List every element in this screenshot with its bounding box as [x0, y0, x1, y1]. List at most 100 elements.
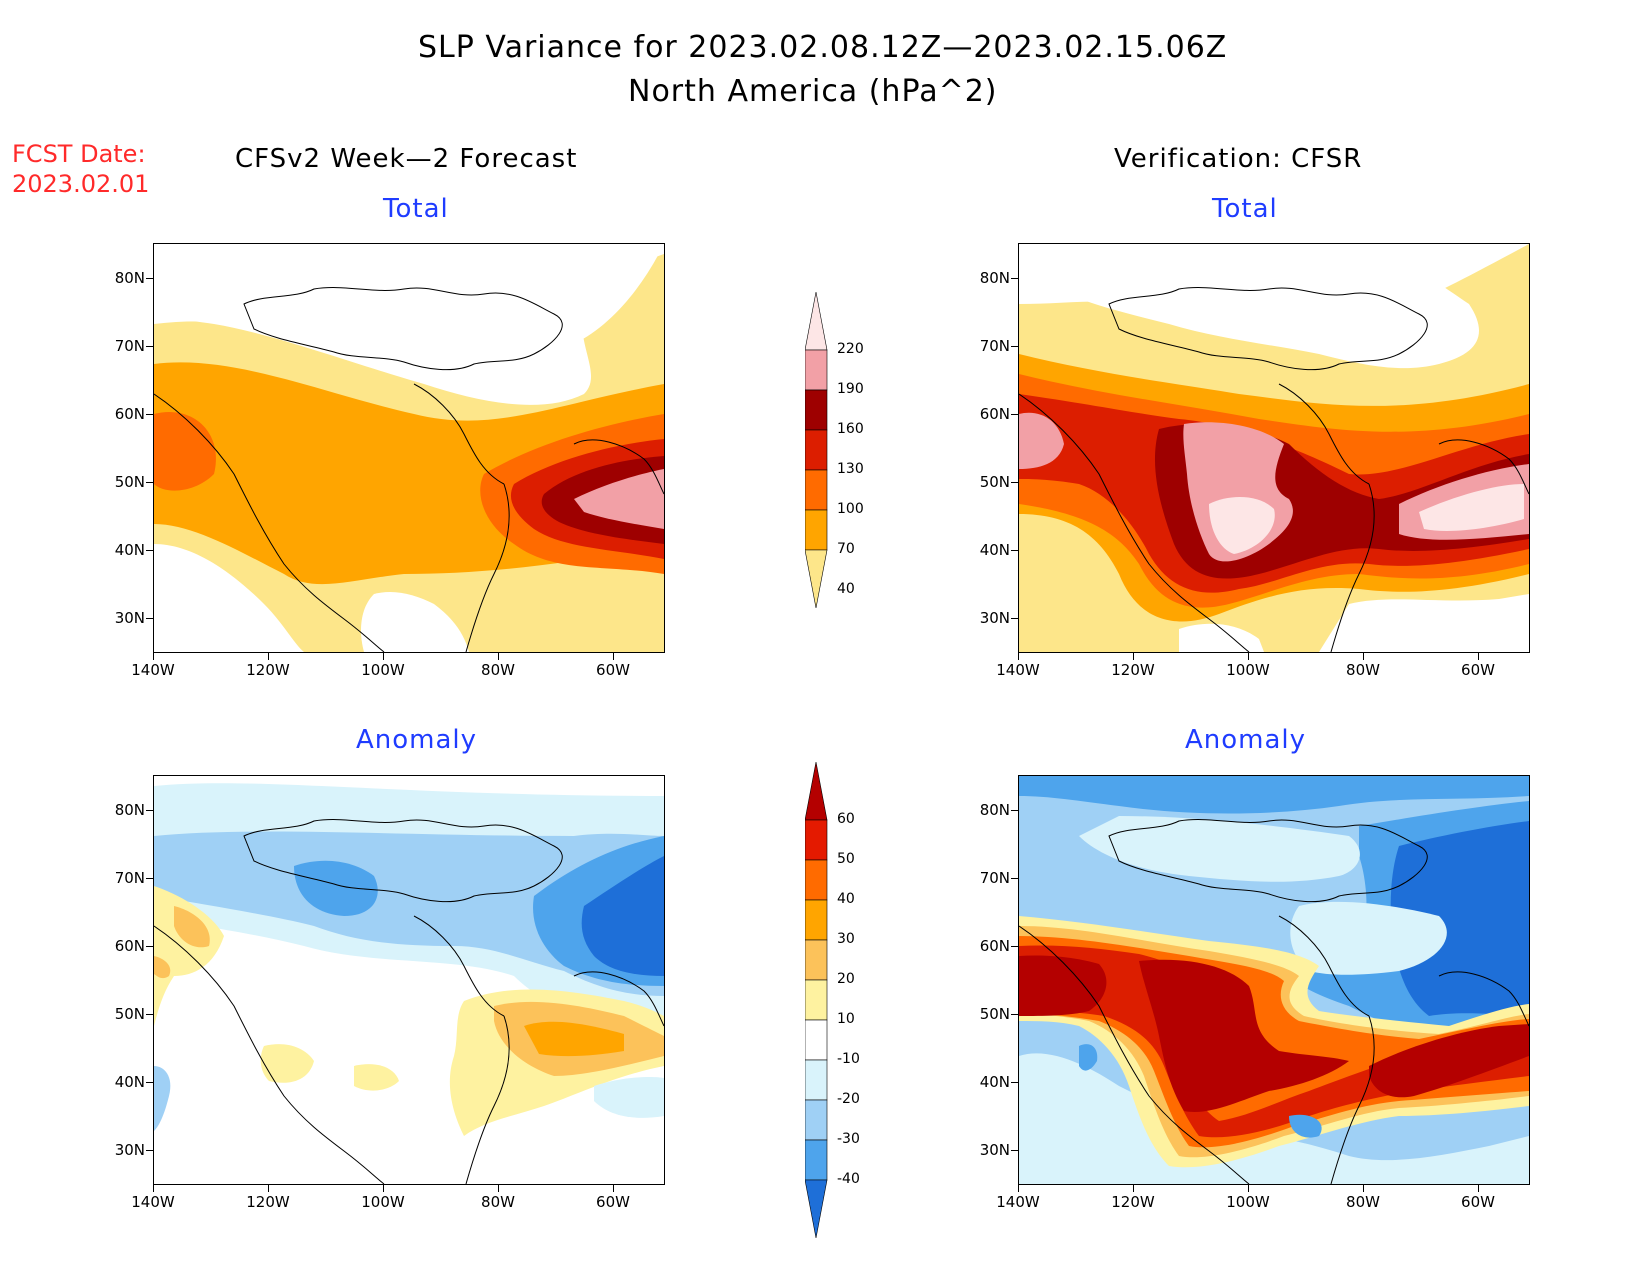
map-forecast-anomaly [153, 775, 665, 1185]
lat-tick-label: 60N [114, 937, 145, 955]
colorbar-swatch [805, 549, 828, 609]
lon-tick-label: 80W [1346, 1193, 1380, 1211]
lon-tick-label: 60W [596, 661, 630, 679]
colorbar-swatch [805, 761, 828, 821]
lat-tick-label: 80N [114, 269, 145, 287]
colorbar-label: 130 [837, 461, 864, 477]
lat-tick-mark [146, 1014, 153, 1015]
lat-tick-label: 60N [114, 405, 145, 423]
lon-tick-label: 120W [1111, 1193, 1155, 1211]
colorbar-label: 20 [837, 971, 855, 987]
lon-tick-mark [1363, 1185, 1364, 1192]
lon-tick-label: 100W [1226, 661, 1270, 679]
colorbar-label: 160 [837, 421, 864, 437]
colorbar-label: -10 [837, 1051, 860, 1067]
lat-tick-mark [1011, 278, 1018, 279]
lat-tick-mark [146, 1150, 153, 1151]
map-verification-total [1018, 243, 1530, 653]
colorbar-swatch [805, 859, 828, 901]
lat-tick-mark [146, 278, 153, 279]
verification-column-heading: Verification: CFSR [1114, 144, 1363, 174]
lon-tick-mark [498, 1185, 499, 1192]
lon-tick-label: 60W [1461, 1193, 1495, 1211]
lon-tick-label: 80W [1346, 661, 1380, 679]
lat-tick-mark [1011, 1014, 1018, 1015]
lat-tick-label: 30N [979, 609, 1010, 627]
lat-tick-mark [146, 482, 153, 483]
lat-tick-label: 70N [114, 337, 145, 355]
lat-tick-label: 70N [979, 869, 1010, 887]
colorbar-label: 10 [837, 1011, 855, 1027]
lon-tick-mark [153, 653, 154, 660]
lat-tick-label: 40N [979, 1073, 1010, 1091]
colorbar-swatch [805, 819, 828, 861]
lat-tick-label: 60N [979, 405, 1010, 423]
lat-tick-label: 50N [979, 473, 1010, 491]
lat-tick-mark [1011, 1082, 1018, 1083]
colorbar-swatch [805, 939, 828, 981]
lat-tick-mark [1011, 414, 1018, 415]
lon-tick-label: 100W [1226, 1193, 1270, 1211]
lat-tick-label: 30N [979, 1141, 1010, 1159]
colorbar-graphic [805, 761, 828, 1239]
colorbar-swatch [805, 1019, 828, 1061]
lat-tick-label: 40N [979, 541, 1010, 559]
colorbar-swatch [805, 899, 828, 941]
lat-tick-mark [1011, 946, 1018, 947]
colorbar-label: 100 [837, 501, 864, 517]
lon-tick-label: 140W [996, 1193, 1040, 1211]
lat-tick-mark [146, 618, 153, 619]
lon-tick-label: 120W [246, 661, 290, 679]
lat-tick-label: 50N [114, 1005, 145, 1023]
colorbar-label: -20 [837, 1091, 860, 1107]
lon-tick-mark [1248, 653, 1249, 660]
colorbar-swatch [805, 429, 828, 471]
lon-tick-label: 140W [996, 661, 1040, 679]
lon-tick-mark [1133, 653, 1134, 660]
lon-tick-mark [1478, 653, 1479, 660]
colorbar-label: 60 [837, 811, 855, 827]
lat-tick-mark [146, 878, 153, 879]
panel-title-forecast-total: Total [383, 194, 449, 224]
lon-tick-label: 100W [361, 661, 405, 679]
lat-tick-mark [146, 1082, 153, 1083]
colorbar-label: -40 [837, 1171, 860, 1187]
lat-tick-label: 60N [979, 937, 1010, 955]
lon-tick-mark [383, 1185, 384, 1192]
lon-tick-label: 140W [131, 661, 175, 679]
colorbar-swatch [805, 1059, 828, 1101]
map-forecast-total [153, 243, 665, 653]
colorbar-anomaly: 60 50 40 30 20 10 -10 -20 -30 -40 [805, 760, 1005, 1239]
chart-title-line2: North America (hPa^2) [628, 74, 998, 109]
lat-tick-label: 80N [979, 269, 1010, 287]
lon-tick-mark [1363, 653, 1364, 660]
colorbar-label: 40 [837, 581, 855, 597]
lon-tick-label: 80W [481, 1193, 515, 1211]
lon-tick-mark [1018, 653, 1019, 660]
lon-tick-label: 60W [1461, 661, 1495, 679]
lon-tick-label: 140W [131, 1193, 175, 1211]
lon-tick-label: 120W [246, 1193, 290, 1211]
lon-tick-label: 120W [1111, 661, 1155, 679]
lat-tick-label: 40N [114, 1073, 145, 1091]
colorbar-swatch [805, 1179, 828, 1239]
lon-tick-mark [1248, 1185, 1249, 1192]
lat-tick-label: 30N [114, 1141, 145, 1159]
lat-tick-label: 70N [979, 337, 1010, 355]
map-verification-anomaly [1018, 775, 1530, 1185]
lat-tick-mark [1011, 810, 1018, 811]
lat-tick-label: 50N [114, 473, 145, 491]
lat-tick-mark [1011, 346, 1018, 347]
lon-tick-mark [383, 653, 384, 660]
colorbar-swatch [805, 1099, 828, 1141]
lat-tick-label: 50N [979, 1005, 1010, 1023]
lon-tick-mark [613, 1185, 614, 1192]
lon-tick-mark [613, 653, 614, 660]
colorbar-label: 70 [837, 541, 855, 557]
lat-tick-mark [146, 810, 153, 811]
lat-tick-mark [1011, 878, 1018, 879]
colorbar-graphic [805, 291, 828, 609]
colorbar-swatch [805, 349, 828, 391]
colorbar-swatch [805, 389, 828, 431]
lat-tick-label: 40N [114, 541, 145, 559]
